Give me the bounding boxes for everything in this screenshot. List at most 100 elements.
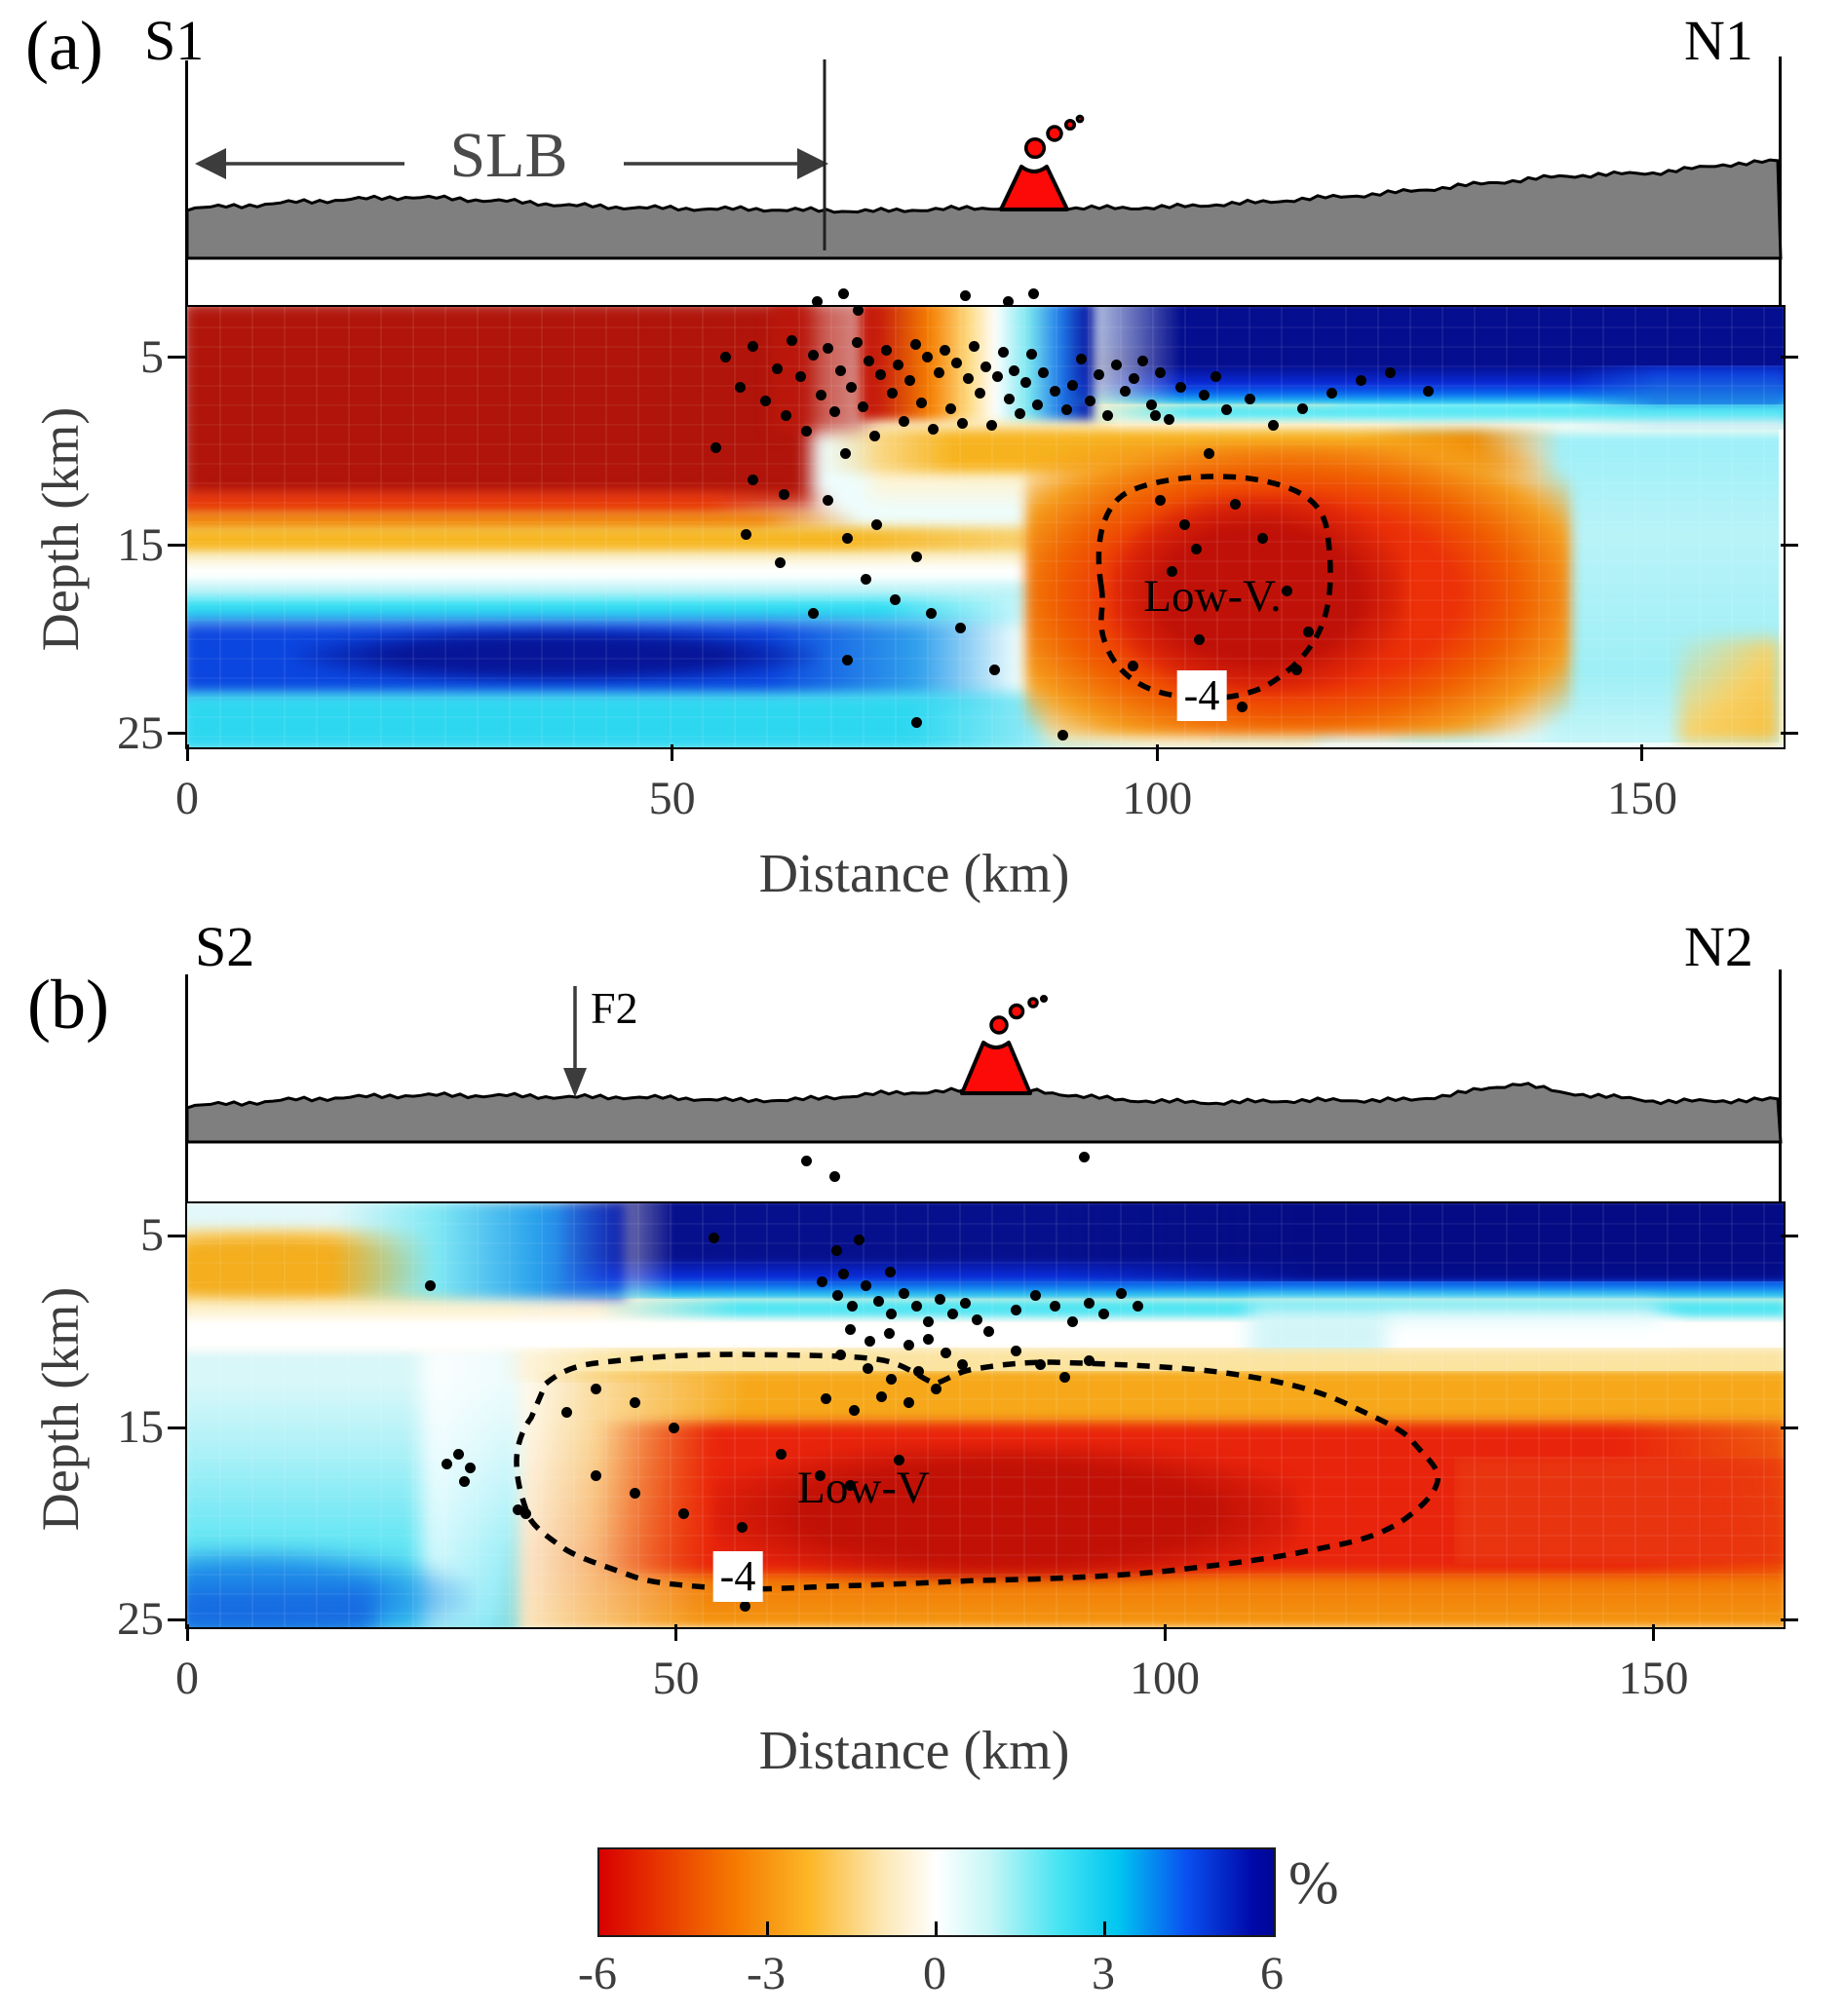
earthquake-dot (1128, 372, 1139, 384)
topography-profile-a (185, 158, 1783, 260)
x-tick-label: 0 (175, 773, 199, 824)
earthquake-dot (835, 364, 847, 376)
earthquake-dot (1198, 390, 1210, 401)
earthquake-dot (1061, 404, 1073, 416)
f2-arrowhead-icon (563, 1068, 587, 1097)
earthquake-dot (1210, 370, 1221, 382)
y-tick-label: 5 (140, 330, 164, 383)
contour-value-label-a: -4 (1176, 670, 1227, 721)
earthquake-dot (1057, 730, 1069, 742)
heatmap-a (184, 304, 1786, 749)
profile-start-label-s2: S2 (195, 915, 255, 978)
earthquake-dot (774, 556, 786, 568)
x-tick-label: 150 (1606, 773, 1677, 824)
earthquake-dot (1011, 1345, 1022, 1356)
earthquake-dot (899, 416, 910, 428)
earthquake-dot (988, 664, 1000, 675)
earthquake-dot (875, 1391, 887, 1403)
colorbar-tick (766, 1921, 769, 1935)
low-v-contour-b (514, 1351, 1441, 1592)
low-v-contour-a (1095, 474, 1333, 702)
earthquake-dot (1149, 410, 1161, 422)
profile-b-left-line (185, 974, 188, 1203)
earthquake-dot (829, 1170, 841, 1182)
earthquake-dot (971, 1314, 982, 1326)
earthquake-dot (925, 607, 937, 619)
earthquake-dot (668, 1422, 679, 1433)
earthquake-dot (844, 1324, 856, 1336)
earthquake-dot (1303, 627, 1315, 638)
earthquake-dot (776, 1449, 788, 1461)
earthquake-dot (1423, 386, 1435, 398)
earthquake-dot (1237, 702, 1249, 713)
y-axis-tick (1781, 544, 1798, 548)
earthquake-dot (1163, 414, 1174, 426)
earthquake-dot (853, 305, 864, 317)
x-axis-tick (674, 1624, 677, 1641)
earthquake-dot (1245, 393, 1256, 404)
fault-label-f2: F2 (591, 983, 638, 1033)
earthquake-dot (747, 474, 758, 485)
earthquake-dot (1003, 393, 1015, 404)
earthquake-dot (883, 1328, 895, 1340)
earthquake-dot (860, 1279, 871, 1291)
earthquake-dot (903, 374, 915, 386)
earthquake-dot (915, 397, 927, 408)
earthquake-dot (1221, 404, 1233, 416)
earthquake-dot (812, 295, 824, 307)
earthquake-dot (1268, 419, 1280, 431)
earthquake-dot (846, 1301, 858, 1312)
profile-end-label-n2: N2 (1684, 915, 1753, 978)
colorbar-tick-label: 3 (1092, 1948, 1115, 1999)
earthquake-dot (780, 410, 791, 422)
earthquake-dot (1127, 660, 1138, 671)
earthquake-dot (1084, 1297, 1095, 1309)
earthquake-dot (982, 1326, 994, 1338)
earthquake-dot (1190, 544, 1202, 555)
volcano-icon-b (960, 1041, 1032, 1095)
y-tick-label: 25 (117, 1593, 164, 1646)
earthquake-dot (829, 406, 841, 418)
profile-b-right-line (1779, 970, 1782, 1203)
earthquake-dot (1067, 1316, 1079, 1328)
earthquake-dot (980, 361, 991, 373)
earthquake-dot (864, 1335, 875, 1347)
earthquake-dot (808, 607, 820, 619)
profile-start-label-s1: S1 (144, 9, 205, 72)
earthquake-dot (939, 344, 950, 356)
earthquake-dot (1094, 368, 1105, 380)
earthquake-dot (1076, 354, 1088, 365)
earthquake-dot (875, 368, 887, 380)
earthquake-dot (629, 1396, 640, 1408)
earthquake-dot (442, 1459, 453, 1470)
earthquake-dot (734, 382, 746, 394)
earthquake-dot (1038, 366, 1050, 378)
earthquake-dot (930, 1384, 941, 1395)
earthquake-dot (1116, 1287, 1128, 1299)
earthquake-dot (710, 442, 721, 454)
earthquake-dot (837, 1268, 849, 1279)
earthquake-dot (842, 655, 854, 666)
earthquake-dot (903, 1339, 914, 1350)
colorbar-tick-label: 0 (923, 1948, 946, 1999)
earthquake-dot (629, 1487, 640, 1499)
earthquake-dot (1011, 1305, 1022, 1316)
heatmap-b (184, 1200, 1786, 1629)
earthquake-dot (1035, 1358, 1047, 1370)
x-axis-tick (671, 744, 674, 761)
earthquake-dot (898, 1287, 909, 1299)
colorbar-unit-label: % (1288, 1850, 1339, 1917)
slb-arrowhead-left-icon (195, 148, 226, 179)
earthquake-dot (1145, 399, 1157, 410)
earthquake-dot (834, 1349, 846, 1360)
low-v-label-a: Low-V. (1143, 571, 1282, 622)
earthquake-dot (933, 366, 944, 378)
volcano-smoke-icon-b (989, 994, 1049, 1035)
earthquake-dot (1154, 366, 1166, 378)
earthquake-dot (678, 1508, 690, 1520)
earthquake-dot (869, 431, 881, 442)
earthquake-dot (844, 1479, 856, 1491)
panel-b-corner-label: (b) (27, 966, 109, 1044)
earthquake-dot (771, 362, 783, 374)
profile-a-left-line (185, 60, 188, 307)
